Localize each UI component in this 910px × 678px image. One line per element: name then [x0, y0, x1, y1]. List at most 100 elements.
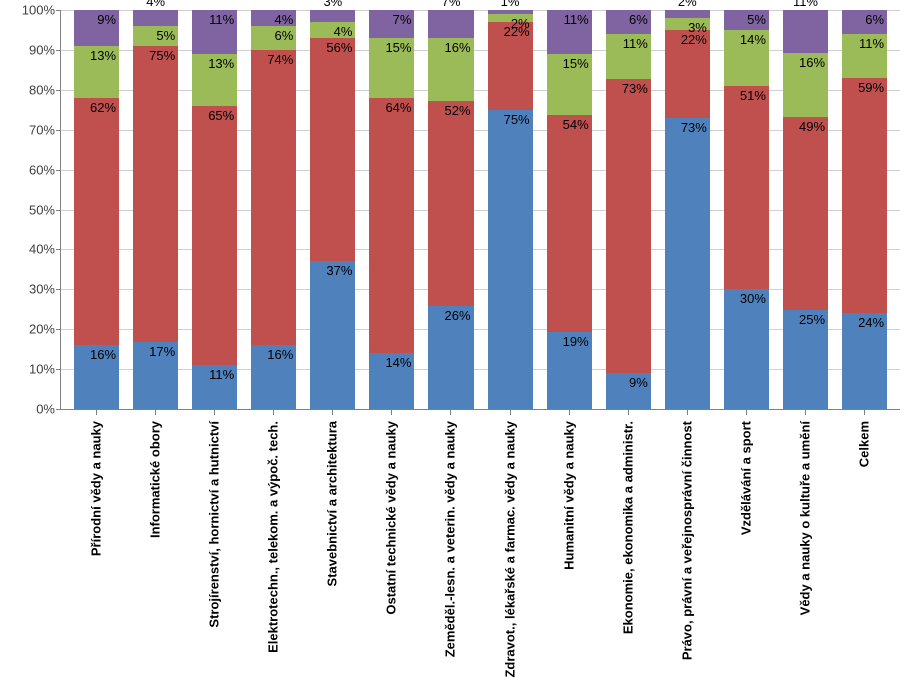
bar-segment: 2%	[665, 10, 710, 18]
bar-segment-label: 5%	[156, 28, 175, 43]
bar-segment-label: 62%	[90, 100, 116, 115]
bar-segment-label: 14%	[385, 355, 411, 370]
x-tick-mark	[746, 410, 747, 415]
x-axis-label: Vzdělávání a sport	[739, 421, 754, 535]
x-label-slot: Humanitní vědy a nauky	[546, 415, 591, 615]
bar-segment: 6%	[251, 26, 296, 50]
bar-segment-label: 73%	[622, 81, 648, 96]
bar-segment-label: 4%	[334, 24, 353, 39]
bar-segment-label: 37%	[326, 263, 352, 278]
bar-segment-label: 4%	[275, 12, 294, 27]
bar-segment-label: 5%	[747, 12, 766, 27]
x-axis-label: Strojírenství, hornictví a hutnictví	[206, 421, 221, 628]
bar-segment: 74%	[251, 50, 296, 345]
bar-segment-label: 73%	[681, 120, 707, 135]
x-tick-mark	[391, 410, 392, 415]
x-tick-mark	[155, 410, 156, 415]
bar-segment-label: 75%	[149, 48, 175, 63]
bar-segment: 73%	[665, 118, 710, 409]
bar-segment-label: 9%	[629, 375, 648, 390]
stacked-bar-chart: 0%10%20%30%40%50%60%70%80%90%100% 16%62%…	[0, 0, 910, 620]
bar-segment-label: 7%	[442, 0, 461, 9]
bar-segment: 56%	[310, 38, 355, 261]
bar-segment-label: 16%	[445, 40, 471, 55]
bar-segment: 14%	[369, 353, 414, 409]
x-label-slot: Strojírenství, hornictví a hutnictví	[191, 415, 236, 615]
bar-segment: 11%	[842, 34, 887, 78]
bar-segment-label: 25%	[799, 312, 825, 327]
bar-segment: 51%	[724, 86, 769, 289]
bar-column: 19% 54% 15%11%	[547, 10, 592, 409]
bar-segment: 22%	[488, 22, 533, 110]
bar-segment: 4%	[251, 10, 296, 26]
y-tick-label: 90%	[29, 42, 61, 57]
bar-segment: 11%	[192, 365, 237, 409]
bar-column: 24%59%11%6%	[842, 10, 887, 409]
x-tick-mark	[569, 410, 570, 415]
bar-segment: 49%	[783, 117, 828, 311]
bar-segment-label: 11%	[209, 12, 234, 27]
bar-segment: 15%	[369, 38, 414, 98]
bar-column: 11%65%13%11%	[192, 10, 237, 409]
bar-segment: 24%	[842, 313, 887, 409]
bar-segment: 19%	[547, 332, 592, 409]
x-axis-label: Zdravot., lékařské a farmac. vědy a nauk…	[502, 421, 517, 678]
bar-segment: 75%	[133, 46, 178, 342]
bar-segment: 6%	[606, 10, 651, 34]
bar-segment: 17%	[133, 342, 178, 409]
y-tick-label: 0%	[36, 402, 61, 417]
bar-segment: 15%	[547, 54, 592, 114]
bar-segment: 54%	[547, 115, 592, 333]
bar-segment-label: 9%	[97, 12, 116, 27]
bar-segment-label: 11%	[209, 367, 234, 382]
x-label-slot: Zdravot., lékařské a farmac. vědy a nauk…	[487, 415, 532, 615]
bars-container: 16%62%13%9%17%75%5%4%11%65%13%11%16%74%6…	[61, 10, 900, 409]
bar-segment: 6%	[842, 10, 887, 34]
bar-segment: 11%	[547, 10, 592, 54]
bar-segment: 2%	[488, 14, 533, 22]
y-tick-label: 70%	[29, 122, 61, 137]
bar-column: 9% 73% 11%6%	[606, 10, 651, 409]
x-label-slot: Elektrotechn., telekom. a výpoč. tech.	[250, 415, 295, 615]
y-tick-label: 100%	[22, 3, 61, 18]
bar-segment-label: 51%	[740, 88, 766, 103]
bar-segment-label: 16%	[799, 55, 825, 70]
bar-segment-label: 14%	[740, 32, 766, 47]
x-label-slot: Ekonomie, ekonomika a administr.	[605, 415, 650, 615]
bar-segment: 9%	[606, 373, 651, 409]
bar-segment-label: 54%	[563, 117, 589, 132]
bar-segment: 52%	[428, 101, 473, 306]
x-label-slot: Vzdělávání a sport	[724, 415, 769, 615]
bar-segment-label: 17%	[149, 344, 175, 359]
bar-segment: 11%	[606, 34, 651, 78]
x-label-slot: Ostatní technické vědy a nauky	[369, 415, 414, 615]
bar-column: 26%52%16%7%	[428, 10, 473, 409]
bar-column: 73%22%3%2%	[665, 10, 710, 409]
bar-segment-label: 26%	[445, 308, 471, 323]
bar-segment: 73%	[606, 79, 651, 373]
x-axis-label: Zeměděl.-lesn. a veterin. vědy a nauky	[443, 421, 458, 657]
bar-segment-label: 11%	[793, 0, 818, 9]
bar-segment-label: 64%	[385, 100, 411, 115]
x-axis-label: Ekonomie, ekonomika a administr.	[620, 421, 635, 634]
bar-segment: 3%	[310, 10, 355, 22]
bar-column: 75%22%2%1%	[488, 10, 533, 409]
bar-segment-label: 6%	[865, 12, 884, 27]
x-axis-label: Celkem	[857, 421, 872, 467]
bar-segment: 11%	[783, 10, 828, 53]
x-tick-mark	[628, 410, 629, 415]
bar-segment-label: 13%	[208, 56, 234, 71]
x-axis-label: Právo, právní a veřejnosprávní činnost	[679, 421, 694, 660]
y-tick-label: 50%	[29, 202, 61, 217]
x-tick-mark	[214, 410, 215, 415]
bar-column: 14% 64% 15%7%	[369, 10, 414, 409]
x-tick-mark	[450, 410, 451, 415]
bar-segment-label: 3%	[323, 0, 342, 9]
x-axis-label: Humanitní vědy a nauky	[561, 421, 576, 570]
bar-column: 30%51%14%5%	[724, 10, 769, 409]
bar-segment-label: 24%	[858, 315, 884, 330]
bar-segment: 7%	[369, 10, 414, 38]
x-axis-label: Ostatní technické vědy a nauky	[384, 421, 399, 615]
bar-segment: 64%	[369, 98, 414, 353]
bar-segment: 16%	[251, 345, 296, 409]
